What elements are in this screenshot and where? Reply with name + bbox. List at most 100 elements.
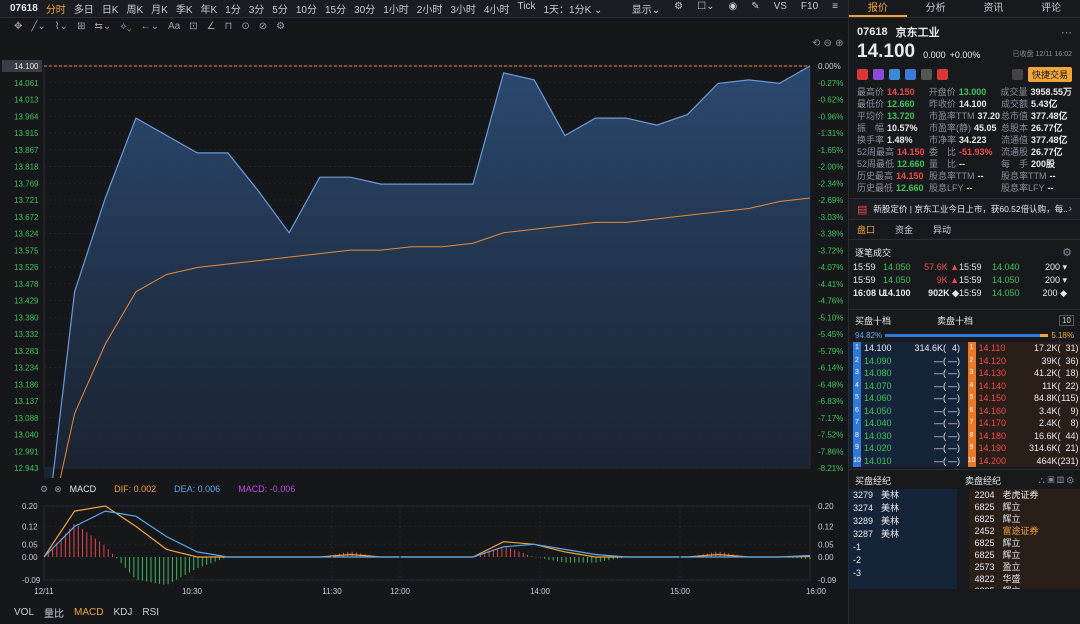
- period-item[interactable]: 季K: [175, 5, 193, 16]
- bid-level[interactable]: 6 14.050 —(—): [849, 404, 965, 417]
- sub-tab[interactable]: 异动: [933, 225, 952, 235]
- period-item[interactable]: 多日: [73, 5, 94, 16]
- period-item[interactable]: Tick: [517, 1, 536, 12]
- drawing-tool-icon[interactable]: Aa: [167, 20, 181, 32]
- indicator-tab[interactable]: KDJ: [113, 606, 133, 618]
- drawing-tool-icon[interactable]: ⊓: [224, 20, 233, 32]
- camera-icon[interactable]: ◉: [728, 1, 738, 12]
- period-item[interactable]: 15分: [324, 5, 347, 16]
- macd-chart[interactable]: 0.20 0.20 0.12 0.12 0.05 0.05 0.00 0.00 -0.09 -0.…: [0, 498, 848, 602]
- broker-bid-row[interactable]: 3289 美林: [853, 515, 957, 528]
- broker-ask-row[interactable]: 4822 华盛: [975, 573, 1080, 585]
- period-item[interactable]: 4小时: [483, 5, 510, 16]
- draw-icon[interactable]: ✎: [751, 1, 760, 12]
- drawing-tool-icon[interactable]: ⊞: [77, 20, 86, 32]
- bid-level[interactable]: 10 14.010 —(—): [849, 454, 965, 467]
- broker-ask-row[interactable]: 2573 盈立: [975, 561, 1080, 573]
- bid-level[interactable]: 1 14.100 314.6K(4): [849, 342, 965, 355]
- indicator-tab[interactable]: 量比: [44, 608, 65, 620]
- favorite-icon[interactable]: [937, 69, 948, 80]
- news-arrow-icon[interactable]: ›: [1068, 203, 1072, 215]
- intraday-chart[interactable]: 14.100 14.061 14.013 13.964 13.915 13.867 13.8…: [0, 34, 848, 478]
- broker-bid-row[interactable]: -1: [853, 541, 957, 554]
- broker-bid-row[interactable]: -3: [853, 567, 957, 580]
- compare-button[interactable]: VS: [773, 1, 787, 12]
- period-item[interactable]: 30分: [354, 5, 376, 16]
- bid-level[interactable]: 7 14.040 —(—): [849, 417, 965, 430]
- close-icon[interactable]: ⊗: [54, 483, 62, 494]
- ask-level[interactable]: 4 14.140 11K(22): [965, 379, 1080, 392]
- quote-tab[interactable]: 分析: [925, 3, 946, 14]
- ask-level[interactable]: 9 14.190 314.6K(21): [965, 442, 1080, 455]
- period-item[interactable]: 2小时: [416, 5, 443, 16]
- quote-tab[interactable]: 资讯: [983, 3, 1004, 14]
- period-item[interactable]: 月K: [151, 5, 168, 16]
- bid-level[interactable]: 2 14.090 —(—): [849, 354, 965, 367]
- news-bar[interactable]: ▤ 新股定价 | 京东工业今日上市，获60.52倍认购，每... ›: [849, 198, 1080, 220]
- period-item[interactable]: 3小时: [450, 5, 476, 16]
- share-icon[interactable]: ⛬ ▣ ▥ ⚙: [1038, 475, 1074, 485]
- ask-level[interactable]: 8 14.180 16.6K(44): [965, 429, 1080, 442]
- period-item[interactable]: 1天：1分K ⌄: [543, 5, 603, 16]
- lock-icon[interactable]: [1011, 69, 1023, 80]
- drawing-tool-icon[interactable]: ∠: [206, 20, 216, 32]
- period-item[interactable]: 5分: [272, 5, 288, 16]
- period-item[interactable]: 周K: [126, 5, 144, 16]
- ask-level[interactable]: 6 14.160 3.4K(9): [965, 404, 1080, 417]
- period-item[interactable]: 3分: [248, 5, 265, 16]
- bid-level[interactable]: 5 14.060 —(—): [849, 392, 965, 405]
- drawing-tool-icon[interactable]: ╱⌄: [31, 20, 46, 32]
- drawing-tool-icon[interactable]: ⊡: [189, 20, 198, 32]
- bid-level[interactable]: 4 14.070 —(—): [849, 379, 965, 392]
- layout-icon[interactable]: ☐⌄: [697, 1, 715, 12]
- ask-level[interactable]: 3 14.130 41.2K(18): [965, 367, 1080, 380]
- broker-bid-row[interactable]: 3287 美林: [853, 528, 957, 541]
- drawing-tool-icon[interactable]: ←⌄: [140, 20, 159, 32]
- f10-button[interactable]: F10: [800, 1, 819, 12]
- drawing-tool-icon[interactable]: ⊙: [241, 20, 250, 32]
- ask-level[interactable]: 10 14.200 464K(231): [965, 454, 1080, 467]
- news-text[interactable]: 新股定价 | 京东工业今日上市，获60.52倍认购，每...: [873, 204, 1069, 214]
- broker-ask-row[interactable]: 2204 老虎证券: [975, 489, 1080, 501]
- broker-ask-row[interactable]: 2452 富途证券: [975, 525, 1080, 537]
- period-item[interactable]: 分时: [45, 5, 66, 16]
- bid-level[interactable]: 8 14.030 —(—): [849, 429, 965, 442]
- indicator-tab[interactable]: VOL: [14, 606, 35, 618]
- ask-level[interactable]: 1 14.110 17.2K(31): [965, 342, 1080, 355]
- display-dropdown[interactable]: 显示⌄: [631, 5, 661, 16]
- period-item[interactable]: 10分: [295, 5, 317, 16]
- more-icon[interactable]: ⋯: [1061, 26, 1072, 39]
- quote-tab[interactable]: 报价: [849, 0, 907, 17]
- settings-icon[interactable]: ⚙: [40, 483, 49, 494]
- period-item[interactable]: 1分: [225, 5, 241, 16]
- period-item[interactable]: 年K: [200, 5, 218, 16]
- broker-bid-row[interactable]: -2: [853, 554, 957, 567]
- bid-level[interactable]: 9 14.020 —(—): [849, 442, 965, 455]
- drawing-tool-icon[interactable]: ✥: [14, 20, 23, 32]
- sub-tab[interactable]: 资金: [895, 225, 914, 235]
- indicator-tab[interactable]: MACD: [74, 606, 104, 618]
- quote-tab[interactable]: 评论: [1041, 3, 1062, 14]
- ask-level[interactable]: 5 14.150 84.8K(115): [965, 392, 1080, 405]
- depth-toggle-icon[interactable]: 10: [1059, 315, 1074, 326]
- sub-tab[interactable]: 盘口: [857, 225, 876, 235]
- indicator-tab[interactable]: RSI: [142, 606, 160, 618]
- drawing-tool-icon[interactable]: ⚙: [276, 20, 286, 32]
- settings-icon[interactable]: ⚙: [1062, 247, 1072, 259]
- menu-icon[interactable]: ≡: [832, 1, 838, 12]
- drawing-tool-icon[interactable]: ⇆⌄: [94, 20, 112, 32]
- ask-level[interactable]: 2 14.120 39K(36): [965, 354, 1080, 367]
- settings-icon[interactable]: ⚙: [674, 1, 684, 12]
- period-item[interactable]: 1小时: [383, 5, 409, 16]
- bid-level[interactable]: 3 14.080 —(—): [849, 367, 965, 380]
- drawing-tool-icon[interactable]: ⟡⌄: [120, 20, 132, 32]
- drawing-tool-icon[interactable]: ⊘: [258, 20, 268, 32]
- ask-level[interactable]: 7 14.170 2.4K(8): [965, 417, 1080, 430]
- broker-bid-row[interactable]: 3274 美林: [853, 502, 957, 515]
- period-item[interactable]: 日K: [101, 5, 119, 16]
